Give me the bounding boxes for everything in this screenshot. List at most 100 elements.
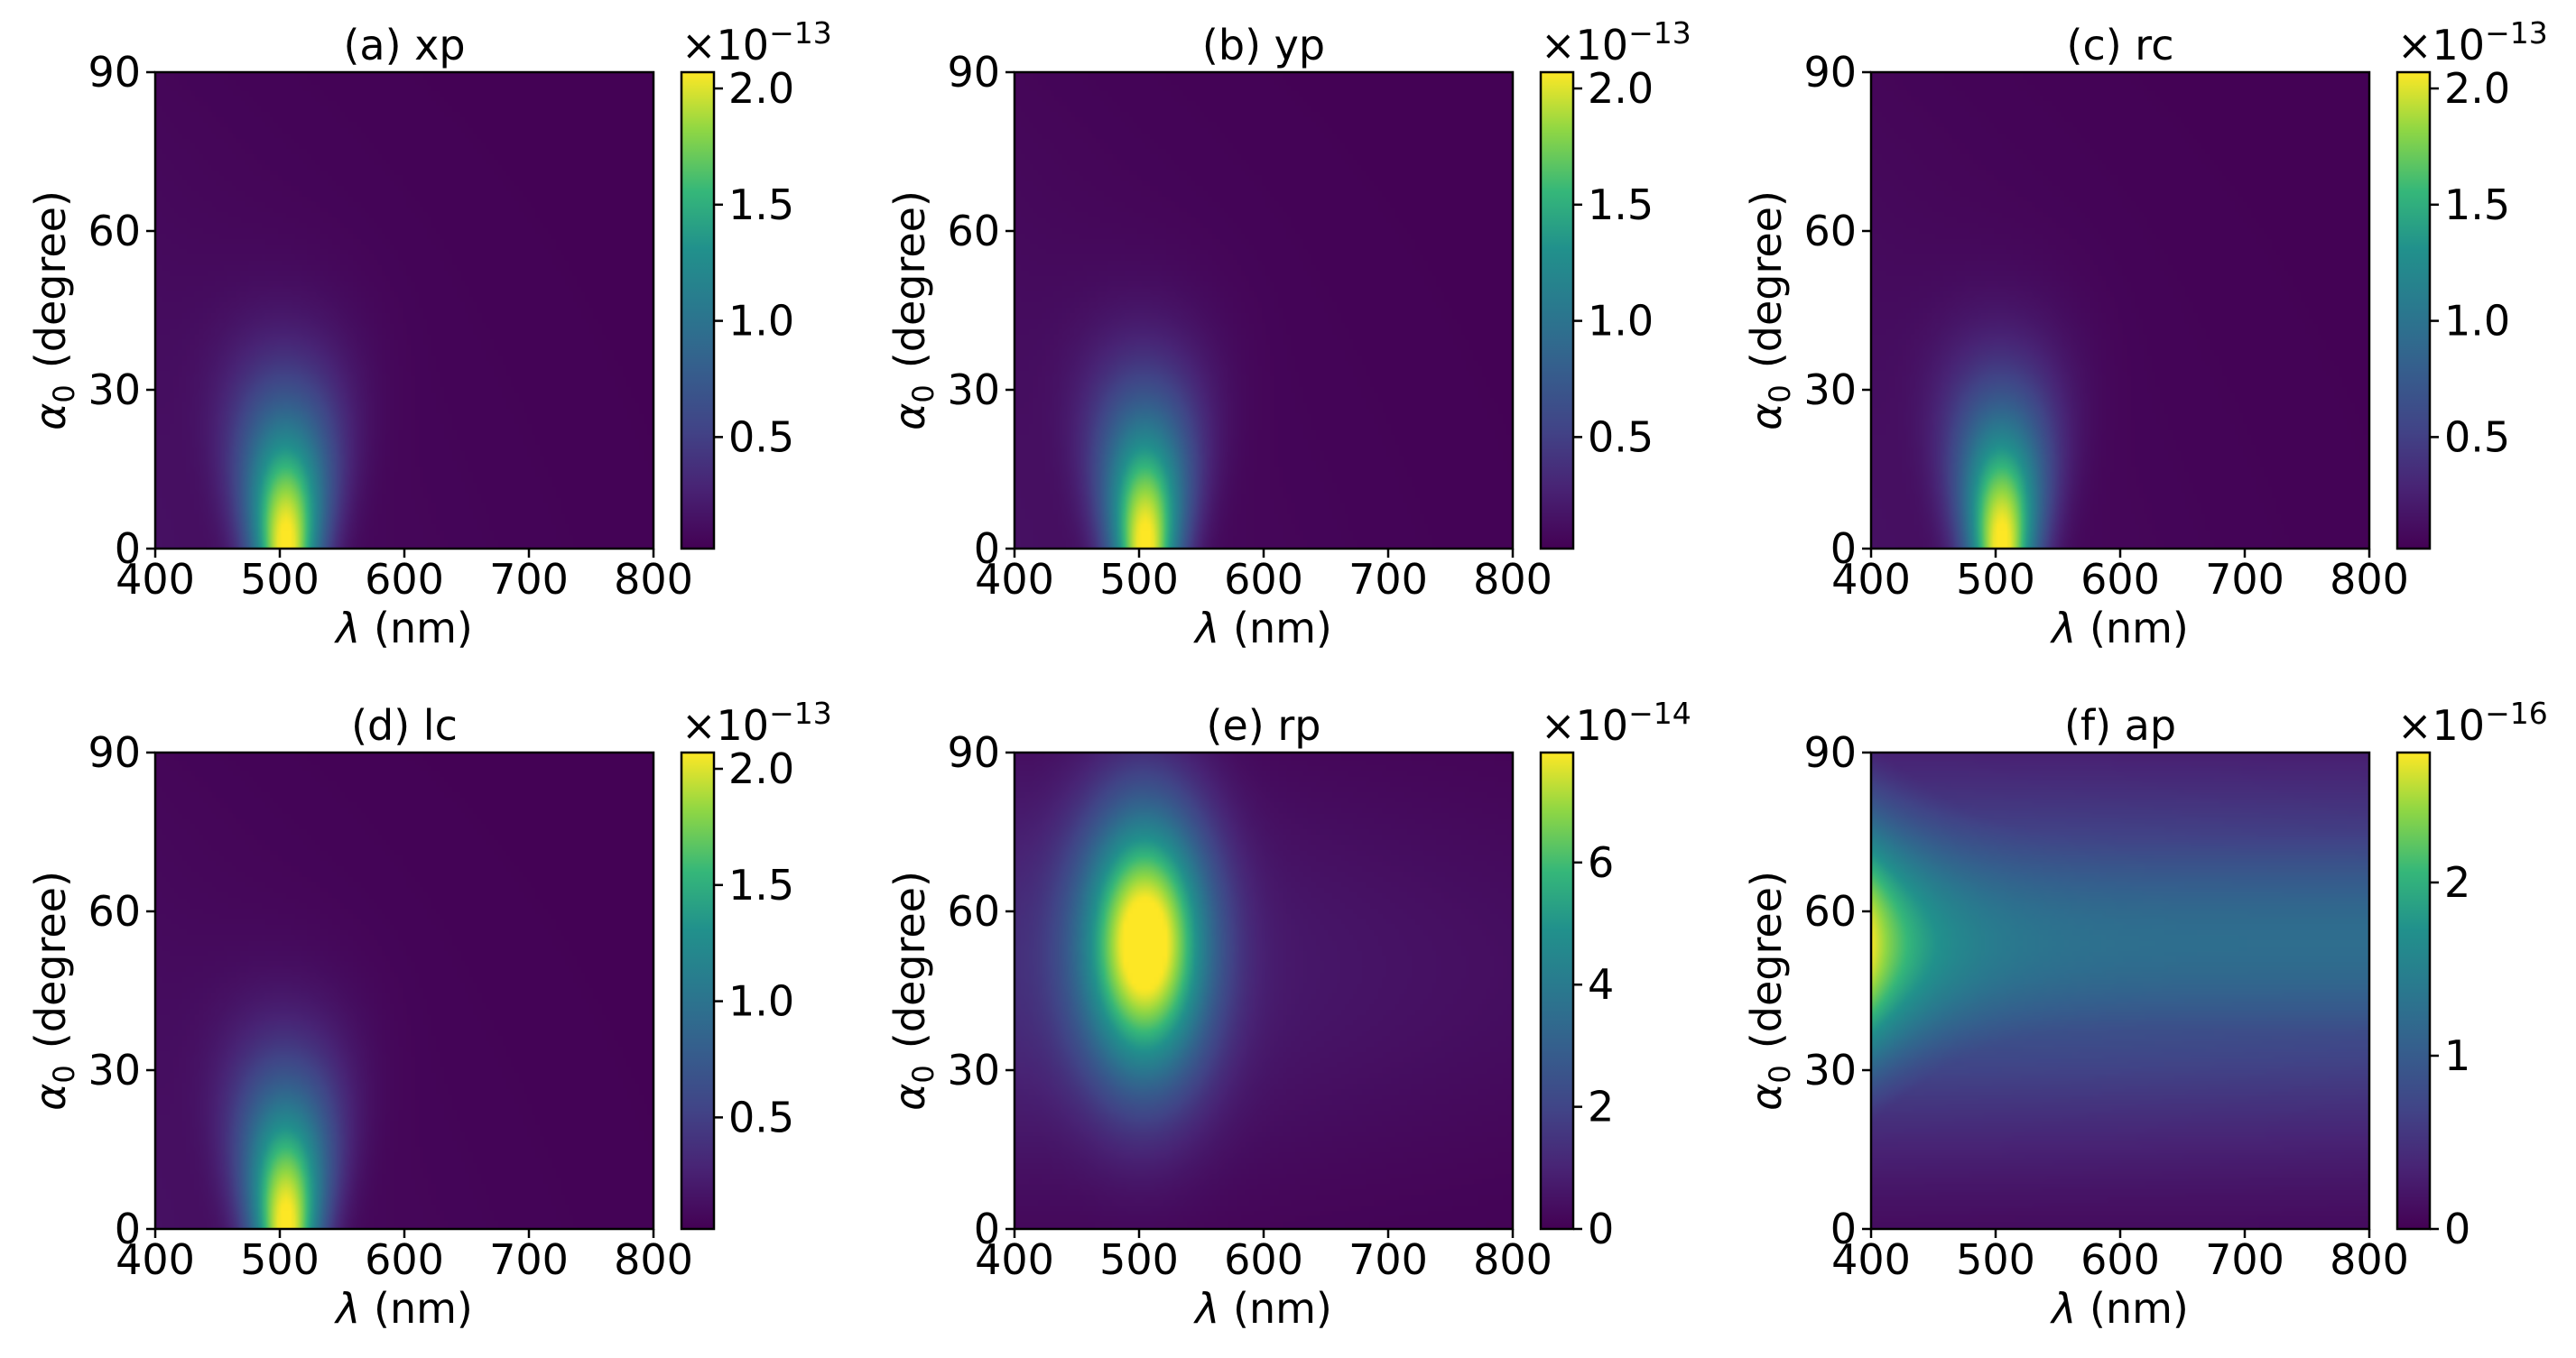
y-axis-unit: (degree) (1742, 190, 1791, 368)
x-tick-label: 600 (2080, 1235, 2160, 1284)
colorbar-multiplier-base: ×10 (1541, 701, 1628, 750)
x-axis-symbol: λ (1192, 1284, 1219, 1333)
y-tick-label: 0 (115, 524, 141, 573)
y-tick-label: 30 (88, 365, 141, 414)
x-tick-label: 500 (240, 555, 320, 604)
x-tick-label: 500 (1099, 1235, 1179, 1284)
colorbar (2397, 753, 2430, 1229)
y-axis-label: α0 (degree) (1742, 190, 1797, 430)
colorbar-tick-label: 1.5 (728, 861, 794, 910)
colorbar-multiplier-base: ×10 (2397, 701, 2485, 750)
x-tick-label: 700 (489, 555, 569, 604)
colorbar (681, 753, 714, 1229)
y-tick-label: 0 (115, 1205, 141, 1253)
colorbar-tick-label: 2 (1588, 1083, 1614, 1132)
x-tick-label: 500 (240, 1235, 320, 1284)
y-tick-label: 30 (1803, 365, 1857, 414)
colorbar-tick-label: 1.5 (728, 180, 794, 229)
x-tick-label: 800 (614, 1235, 693, 1284)
x-axis-unit: (nm) (360, 1284, 472, 1333)
x-tick-label: 700 (1348, 1235, 1428, 1284)
colorbar-tick-label: 1 (2444, 1031, 2470, 1080)
y-tick-label: 90 (88, 48, 141, 97)
colorbar-multiplier: ×10−13 (1541, 15, 1691, 69)
heatmap-image (155, 72, 653, 549)
y-axis-subscript: 0 (1763, 384, 1797, 402)
x-tick-label: 800 (2330, 1235, 2409, 1284)
colorbar-multiplier-base: ×10 (1541, 21, 1628, 69)
y-tick-label: 0 (974, 524, 1000, 573)
colorbar-tick-label: 0.5 (2444, 412, 2510, 461)
colorbar-frame (680, 70, 716, 550)
y-axis-symbol: α (26, 1084, 75, 1111)
y-axis-symbol: α (1742, 1084, 1791, 1111)
x-axis-label: λ (nm) (2049, 1284, 2189, 1333)
y-tick-label: 0 (1830, 524, 1857, 573)
colorbar-tick-label: 1.0 (728, 977, 794, 1026)
x-tick-label: 800 (614, 555, 693, 604)
x-tick-label: 800 (1473, 555, 1552, 604)
x-tick-label: 400 (1831, 555, 1911, 604)
y-axis-subscript: 0 (906, 1065, 941, 1083)
panel-title: (b) yp (1202, 21, 1325, 69)
y-tick-label: 30 (947, 365, 1000, 414)
colorbar-multiplier: ×10−13 (2397, 15, 2548, 69)
panel-title: (d) lc (351, 701, 458, 750)
x-axis-label: λ (nm) (2049, 604, 2189, 652)
x-tick-label: 500 (1956, 555, 2035, 604)
colorbar-frame (1539, 751, 1575, 1231)
y-axis-subscript: 0 (1763, 1065, 1797, 1083)
colorbar-tick-label: 1.0 (1588, 297, 1654, 346)
y-axis-label: α0 (degree) (885, 871, 941, 1111)
x-tick-label: 600 (1224, 1235, 1303, 1284)
x-tick-label: 600 (1224, 555, 1303, 604)
colorbar-tick-label: 2 (2444, 858, 2470, 907)
colorbar-tick-label: 1.0 (728, 297, 794, 346)
y-tick-label: 30 (1803, 1046, 1857, 1095)
colorbar (1541, 72, 1573, 549)
colorbar-tick-label: 0.5 (1588, 412, 1654, 461)
x-axis-label: λ (nm) (333, 1284, 473, 1333)
x-tick-label: 400 (1831, 1235, 1911, 1284)
colorbar-tick-label: 1.5 (1588, 180, 1654, 229)
colorbar-multiplier-base: ×10 (681, 701, 769, 750)
colorbar-multiplier-exponent: −13 (769, 696, 832, 731)
heatmap-image (155, 753, 653, 1229)
x-axis-unit: (nm) (1219, 604, 1331, 652)
y-tick-label: 60 (947, 207, 1000, 255)
heatmap-image (1871, 753, 2369, 1229)
colorbar-frame (2395, 70, 2432, 550)
x-tick-label: 800 (2330, 555, 2409, 604)
x-tick-label: 800 (1473, 1235, 1552, 1284)
y-tick-label: 0 (1830, 1205, 1857, 1253)
colorbar-multiplier-exponent: −14 (1628, 696, 1691, 731)
colorbar-multiplier: ×10−14 (1541, 696, 1691, 750)
panel-title: (a) xp (343, 21, 465, 69)
y-tick-label: 90 (1803, 728, 1857, 777)
x-axis-unit: (nm) (2076, 604, 2188, 652)
colorbar-tick-label: 1.5 (2444, 180, 2510, 229)
colorbar-multiplier: ×10−13 (681, 696, 832, 750)
colorbar-tick-label: 0.5 (728, 1093, 794, 1141)
y-tick-label: 30 (88, 1046, 141, 1095)
x-axis-label: λ (nm) (1192, 604, 1332, 652)
colorbar-tick-label: 0 (1588, 1205, 1614, 1253)
y-axis-label: α0 (degree) (1742, 871, 1797, 1111)
x-axis-label: λ (nm) (333, 604, 473, 652)
x-tick-label: 500 (1099, 555, 1179, 604)
y-axis-unit: (degree) (26, 871, 75, 1049)
y-tick-label: 60 (88, 207, 141, 255)
y-axis-symbol: α (885, 403, 934, 430)
y-tick-label: 60 (88, 887, 141, 936)
y-axis-symbol: α (1742, 403, 1791, 430)
colorbar-multiplier-exponent: −16 (2485, 696, 2548, 731)
colorbar-frame (2395, 751, 2432, 1231)
y-tick-label: 90 (88, 728, 141, 777)
heatmap-image (1015, 753, 1513, 1229)
y-tick-label: 90 (1803, 48, 1857, 97)
y-tick-label: 60 (1803, 207, 1857, 255)
colorbar-tick-label: 6 (1588, 838, 1614, 887)
